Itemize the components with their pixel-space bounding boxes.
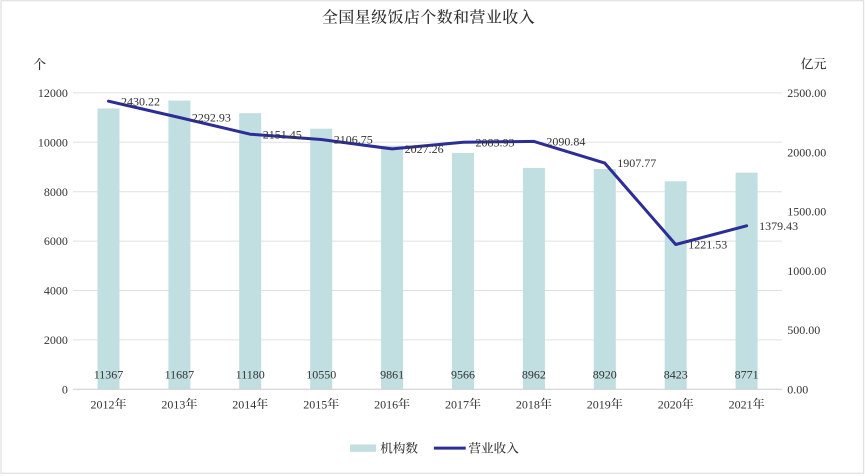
svg-text:1907.77: 1907.77 bbox=[617, 156, 656, 170]
svg-text:8000: 8000 bbox=[44, 185, 68, 199]
svg-text:2013: 2013 bbox=[161, 398, 185, 412]
svg-text:2017: 2017 bbox=[445, 398, 469, 412]
svg-text:2000: 2000 bbox=[44, 333, 68, 347]
svg-text:2015: 2015 bbox=[303, 398, 327, 412]
svg-text:2090.84: 2090.84 bbox=[546, 135, 585, 149]
svg-text:8962: 8962 bbox=[522, 367, 546, 381]
svg-text:8771: 8771 bbox=[735, 367, 759, 381]
svg-text:11367: 11367 bbox=[94, 367, 124, 381]
svg-text:1000.00: 1000.00 bbox=[787, 264, 826, 278]
svg-text:11180: 11180 bbox=[236, 367, 265, 381]
svg-text:2019: 2019 bbox=[587, 398, 611, 412]
svg-text:2430.22: 2430.22 bbox=[121, 94, 160, 108]
svg-text:2027.26: 2027.26 bbox=[405, 142, 444, 156]
svg-text:12000: 12000 bbox=[38, 86, 68, 100]
svg-text:10000: 10000 bbox=[38, 135, 68, 149]
svg-text:0.00: 0.00 bbox=[787, 382, 808, 396]
svg-text:2018: 2018 bbox=[516, 398, 540, 412]
svg-text:2083.93: 2083.93 bbox=[476, 135, 515, 149]
svg-text:2014: 2014 bbox=[232, 398, 256, 412]
svg-text:8920: 8920 bbox=[593, 367, 617, 381]
svg-text:2292.93: 2292.93 bbox=[192, 111, 231, 125]
svg-text:2151.45: 2151.45 bbox=[263, 127, 302, 141]
svg-text:9566: 9566 bbox=[451, 367, 475, 381]
svg-text:8423: 8423 bbox=[664, 367, 688, 381]
svg-text:6000: 6000 bbox=[44, 234, 68, 248]
svg-text:2500.00: 2500.00 bbox=[787, 86, 826, 100]
svg-text:4000: 4000 bbox=[44, 284, 68, 298]
svg-text:1379.43: 1379.43 bbox=[759, 219, 798, 233]
svg-text:10550: 10550 bbox=[306, 367, 336, 381]
svg-text:2000.00: 2000.00 bbox=[787, 145, 826, 159]
svg-text:1221.53: 1221.53 bbox=[688, 238, 727, 252]
svg-text:2012: 2012 bbox=[91, 398, 115, 412]
svg-text:2021: 2021 bbox=[729, 398, 753, 412]
svg-text:2016: 2016 bbox=[374, 398, 398, 412]
svg-text:0: 0 bbox=[62, 382, 68, 396]
svg-text:2020: 2020 bbox=[658, 398, 682, 412]
svg-text:11687: 11687 bbox=[165, 367, 195, 381]
svg-text:500.00: 500.00 bbox=[787, 323, 820, 337]
svg-text:2106.75: 2106.75 bbox=[334, 133, 373, 147]
svg-text:1500.00: 1500.00 bbox=[787, 205, 826, 219]
svg-text:9861: 9861 bbox=[380, 367, 404, 381]
